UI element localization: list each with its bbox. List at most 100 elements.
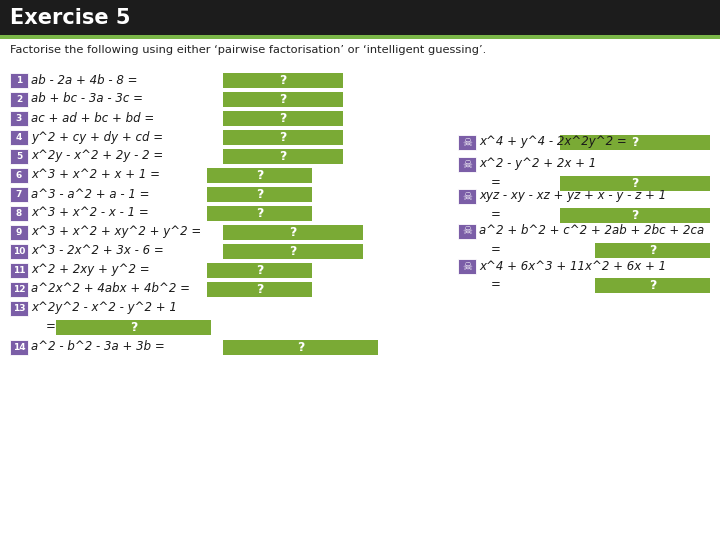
Text: 2: 2 — [16, 95, 22, 104]
FancyBboxPatch shape — [207, 187, 312, 202]
Text: ?: ? — [256, 283, 264, 296]
Text: ?: ? — [289, 245, 297, 258]
FancyBboxPatch shape — [0, 0, 720, 35]
Text: Factorise the following using either ‘pairwise factorisation’ or ‘intelligent gu: Factorise the following using either ‘pa… — [10, 45, 486, 55]
FancyBboxPatch shape — [223, 130, 343, 145]
Text: xyz - xy - xz + yz + x - y - z + 1: xyz - xy - xz + yz + x - y - z + 1 — [479, 190, 666, 202]
FancyBboxPatch shape — [223, 225, 363, 240]
Text: 3: 3 — [16, 114, 22, 123]
Text: ?: ? — [279, 112, 287, 125]
Text: ?: ? — [631, 209, 639, 222]
Text: ☠: ☠ — [462, 261, 472, 272]
FancyBboxPatch shape — [10, 111, 28, 126]
Text: ?: ? — [256, 188, 264, 201]
FancyBboxPatch shape — [458, 189, 476, 204]
Text: ab - 2a + 4b - 8 =: ab - 2a + 4b - 8 = — [31, 73, 138, 86]
FancyBboxPatch shape — [223, 244, 363, 259]
Text: =: = — [491, 208, 501, 221]
Text: =: = — [491, 279, 501, 292]
FancyBboxPatch shape — [10, 92, 28, 107]
Text: ?: ? — [256, 207, 264, 220]
Text: 8: 8 — [16, 209, 22, 218]
Text: a^2 + b^2 + c^2 + 2ab + 2bc + 2ca: a^2 + b^2 + c^2 + 2ab + 2bc + 2ca — [479, 225, 704, 238]
Text: 6: 6 — [16, 171, 22, 180]
FancyBboxPatch shape — [560, 135, 710, 150]
Text: ?: ? — [297, 341, 304, 354]
FancyBboxPatch shape — [10, 225, 28, 240]
FancyBboxPatch shape — [10, 301, 28, 316]
Text: a^2 - b^2 - 3a + 3b =: a^2 - b^2 - 3a + 3b = — [31, 341, 165, 354]
FancyBboxPatch shape — [10, 282, 28, 297]
Text: x^3 + x^2 + x + 1 =: x^3 + x^2 + x + 1 = — [31, 168, 160, 181]
Text: 11: 11 — [13, 266, 25, 275]
Text: x^3 - 2x^2 + 3x - 6 =: x^3 - 2x^2 + 3x - 6 = — [31, 245, 163, 258]
Text: ?: ? — [631, 177, 639, 190]
Text: x^2y^2 - x^2 - y^2 + 1: x^2y^2 - x^2 - y^2 + 1 — [31, 301, 177, 314]
Text: x^2 - y^2 + 2x + 1: x^2 - y^2 + 2x + 1 — [479, 158, 596, 171]
Text: =: = — [491, 177, 501, 190]
Text: ?: ? — [256, 169, 264, 182]
Text: ?: ? — [279, 131, 287, 144]
FancyBboxPatch shape — [56, 320, 211, 335]
Text: a^3 - a^2 + a - 1 =: a^3 - a^2 + a - 1 = — [31, 187, 150, 200]
Text: x^4 + y^4 - 2x^2y^2 =: x^4 + y^4 - 2x^2y^2 = — [479, 136, 626, 148]
Text: ab + bc - 3a - 3c =: ab + bc - 3a - 3c = — [31, 92, 143, 105]
Text: ?: ? — [279, 74, 287, 87]
FancyBboxPatch shape — [207, 263, 312, 278]
Text: ac + ad + bc + bd =: ac + ad + bc + bd = — [31, 111, 154, 125]
FancyBboxPatch shape — [10, 73, 28, 88]
Text: 12: 12 — [13, 285, 25, 294]
FancyBboxPatch shape — [223, 340, 378, 355]
Text: ?: ? — [279, 150, 287, 163]
Text: Exercise 5: Exercise 5 — [10, 8, 130, 28]
FancyBboxPatch shape — [595, 278, 710, 293]
FancyBboxPatch shape — [207, 206, 312, 221]
Text: ?: ? — [649, 244, 656, 257]
FancyBboxPatch shape — [560, 176, 710, 191]
FancyBboxPatch shape — [10, 206, 28, 221]
Text: 7: 7 — [16, 190, 22, 199]
Text: ?: ? — [289, 226, 297, 239]
Text: a^2x^2 + 4abx + 4b^2 =: a^2x^2 + 4abx + 4b^2 = — [31, 282, 190, 295]
FancyBboxPatch shape — [10, 149, 28, 164]
Text: x^2y - x^2 + 2y - 2 =: x^2y - x^2 + 2y - 2 = — [31, 150, 163, 163]
FancyBboxPatch shape — [223, 149, 343, 164]
Text: 9: 9 — [16, 228, 22, 237]
Text: x^3 + x^2 - x - 1 =: x^3 + x^2 - x - 1 = — [31, 206, 149, 219]
FancyBboxPatch shape — [207, 282, 312, 297]
FancyBboxPatch shape — [10, 244, 28, 259]
FancyBboxPatch shape — [0, 35, 720, 39]
Text: =: = — [491, 244, 501, 256]
FancyBboxPatch shape — [10, 168, 28, 183]
FancyBboxPatch shape — [595, 243, 710, 258]
Text: 10: 10 — [13, 247, 25, 256]
FancyBboxPatch shape — [10, 187, 28, 202]
FancyBboxPatch shape — [458, 224, 476, 239]
FancyBboxPatch shape — [223, 92, 343, 107]
Text: x^4 + 6x^3 + 11x^2 + 6x + 1: x^4 + 6x^3 + 11x^2 + 6x + 1 — [479, 260, 666, 273]
Text: x^2 + 2xy + y^2 =: x^2 + 2xy + y^2 = — [31, 264, 150, 276]
Text: ☠: ☠ — [462, 159, 472, 170]
Text: x^3 + x^2 + xy^2 + y^2 =: x^3 + x^2 + xy^2 + y^2 = — [31, 226, 202, 239]
Text: ?: ? — [279, 93, 287, 106]
FancyBboxPatch shape — [223, 111, 343, 126]
FancyBboxPatch shape — [10, 340, 28, 355]
Text: 5: 5 — [16, 152, 22, 161]
FancyBboxPatch shape — [10, 263, 28, 278]
FancyBboxPatch shape — [223, 73, 343, 88]
Text: ?: ? — [256, 264, 264, 277]
Text: ☠: ☠ — [462, 192, 472, 201]
Text: 4: 4 — [16, 133, 22, 142]
Text: y^2 + cy + dy + cd =: y^2 + cy + dy + cd = — [31, 131, 163, 144]
Text: ☠: ☠ — [462, 226, 472, 237]
Text: ?: ? — [130, 321, 138, 334]
Text: ?: ? — [631, 136, 639, 149]
FancyBboxPatch shape — [560, 208, 710, 223]
FancyBboxPatch shape — [458, 157, 476, 172]
Text: ☠: ☠ — [462, 138, 472, 147]
FancyBboxPatch shape — [458, 135, 476, 150]
Text: 13: 13 — [13, 304, 25, 313]
FancyBboxPatch shape — [458, 259, 476, 274]
Text: =: = — [46, 321, 56, 334]
Text: ?: ? — [649, 279, 656, 292]
